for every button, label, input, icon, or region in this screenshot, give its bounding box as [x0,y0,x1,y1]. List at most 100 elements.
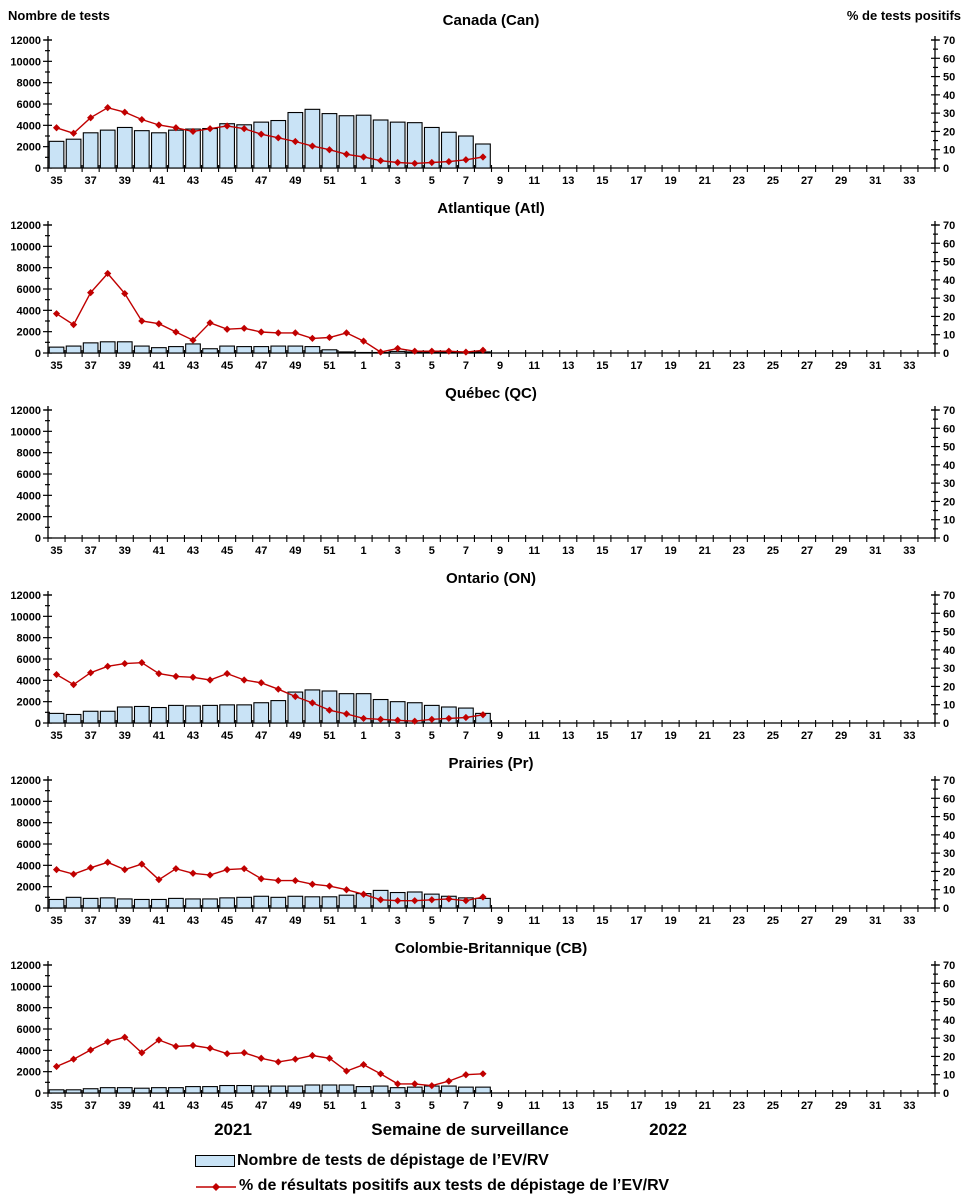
svg-text:0: 0 [35,1088,41,1100]
svg-text:9: 9 [497,175,503,187]
svg-text:70: 70 [943,405,955,417]
panel-title: Prairies (Pr) [448,755,533,772]
svg-text:7: 7 [463,1100,469,1112]
svg-text:39: 39 [119,730,131,742]
svg-text:60: 60 [943,423,955,435]
panel-qu-bec-qc: Québec (QC) 0 2000 4000 6000 8000 10000 12000 0 1… [0,380,967,565]
year-label-2022: 2022 [649,1120,687,1139]
svg-text:4000: 4000 [17,490,41,502]
svg-text:70: 70 [943,590,955,602]
x-axis-labels: 35 37 39 41 43 45 47 49 51 1 3 5 7 9 11 13 15 17 19 21 23 25 2… [50,175,915,187]
left-axis-title: Nombre de tests [8,8,110,23]
svg-text:10: 10 [943,330,955,342]
y-axis-left-labels: 0 2000 4000 6000 8000 10000 12000 [10,220,41,360]
svg-text:19: 19 [664,730,676,742]
panel-colombie-britannique-cb: Colombie-Britannique (CB) 0 2000 4000 6000 80… [0,935,967,1120]
svg-text:33: 33 [903,730,915,742]
svg-text:6000: 6000 [17,839,41,851]
svg-text:39: 39 [119,175,131,187]
x-axis-title: Semaine de surveillance [371,1120,569,1139]
svg-text:0: 0 [943,533,949,545]
svg-text:39: 39 [119,915,131,927]
svg-text:1: 1 [361,730,367,742]
svg-text:35: 35 [50,175,62,187]
svg-text:51: 51 [323,545,335,557]
svg-text:51: 51 [323,915,335,927]
svg-text:17: 17 [630,545,642,557]
svg-text:39: 39 [119,360,131,372]
svg-text:41: 41 [153,175,165,187]
svg-text:39: 39 [119,545,131,557]
chart-panels: 0 2000 4000 6000 8000 10000 12000 0 10 20 30 40 50 60… [0,32,967,1120]
svg-text:0: 0 [35,163,41,175]
svg-text:6000: 6000 [17,1024,41,1036]
svg-text:43: 43 [187,175,199,187]
svg-text:11: 11 [528,360,540,372]
svg-text:19: 19 [664,1100,676,1112]
svg-text:10000: 10000 [10,426,41,438]
svg-text:20: 20 [943,681,955,693]
svg-text:7: 7 [463,545,469,557]
svg-text:51: 51 [323,730,335,742]
svg-text:31: 31 [869,730,881,742]
svg-text:15: 15 [596,360,608,372]
panel-ontario-on: Ontario (ON) 0 2000 4000 6000 8000 10000 12000 0… [0,565,967,750]
svg-text:20: 20 [943,866,955,878]
y-axis-left-labels: 0 2000 4000 6000 8000 10000 12000 [10,35,41,175]
panel-title-canada: Canada (Can) [442,12,540,29]
svg-text:20: 20 [943,1051,955,1063]
svg-text:33: 33 [903,1100,915,1112]
svg-text:5: 5 [429,360,435,372]
svg-text:27: 27 [801,545,813,557]
svg-text:47: 47 [255,545,267,557]
svg-text:29: 29 [835,915,847,927]
chart-prairies-pr: Prairies (Pr)020004000600080001000012000… [10,755,955,927]
svg-text:10000: 10000 [10,611,41,623]
svg-text:40: 40 [943,460,955,472]
svg-text:19: 19 [664,545,676,557]
svg-text:0: 0 [943,1088,949,1100]
svg-text:37: 37 [85,360,97,372]
svg-text:0: 0 [35,903,41,915]
svg-text:5: 5 [429,915,435,927]
svg-text:21: 21 [699,175,711,187]
svg-text:25: 25 [767,545,779,557]
svg-text:4000: 4000 [17,120,41,132]
x-axis-title-row: 2021 Semaine de surveillance 2022 [0,1120,967,1146]
svg-text:13: 13 [562,730,574,742]
svg-text:21: 21 [699,545,711,557]
svg-text:43: 43 [187,360,199,372]
svg-text:47: 47 [255,730,267,742]
svg-text:12000: 12000 [10,590,41,602]
svg-text:9: 9 [497,915,503,927]
y-axis-right-labels: 0 10 20 30 40 50 60 70 [943,35,955,175]
svg-text:5: 5 [429,175,435,187]
svg-text:13: 13 [562,1100,574,1112]
svg-text:49: 49 [289,730,301,742]
svg-text:50: 50 [943,72,955,84]
svg-text:60: 60 [943,793,955,805]
x-axis-labels: 35 37 39 41 43 45 47 49 51 1 3 5 7 9 11 13 15 17 19 21 23 25 2… [50,360,915,372]
svg-text:40: 40 [943,1015,955,1027]
legend-item-pct-positive: % de résultats positifs aux tests de dép… [195,1177,967,1195]
svg-text:29: 29 [835,360,847,372]
svg-text:3: 3 [395,730,401,742]
svg-text:25: 25 [767,175,779,187]
svg-text:29: 29 [835,730,847,742]
svg-text:4000: 4000 [17,1045,41,1057]
y-axis-left-labels: 0 2000 4000 6000 8000 10000 12000 [10,775,41,915]
svg-text:21: 21 [699,915,711,927]
svg-text:17: 17 [630,1100,642,1112]
axes [44,591,939,724]
x-axis-labels: 35 37 39 41 43 45 47 49 51 1 3 5 7 9 11 13 15 17 19 21 23 25 2… [50,915,915,927]
svg-text:21: 21 [699,730,711,742]
axes [44,776,939,909]
svg-text:51: 51 [323,175,335,187]
svg-text:8000: 8000 [17,818,41,830]
chart-atlantique-atl: Atlantique (Atl)020004000600080001000012… [10,200,955,372]
svg-text:2000: 2000 [17,327,41,339]
svg-text:10: 10 [943,1070,955,1082]
x-axis-labels: 35 37 39 41 43 45 47 49 51 1 3 5 7 9 11 13 15 17 19 21 23 25 2… [50,1100,915,1112]
svg-text:51: 51 [323,1100,335,1112]
chart-ontario-on: Ontario (ON)0200040006000800010000120000… [10,570,955,742]
